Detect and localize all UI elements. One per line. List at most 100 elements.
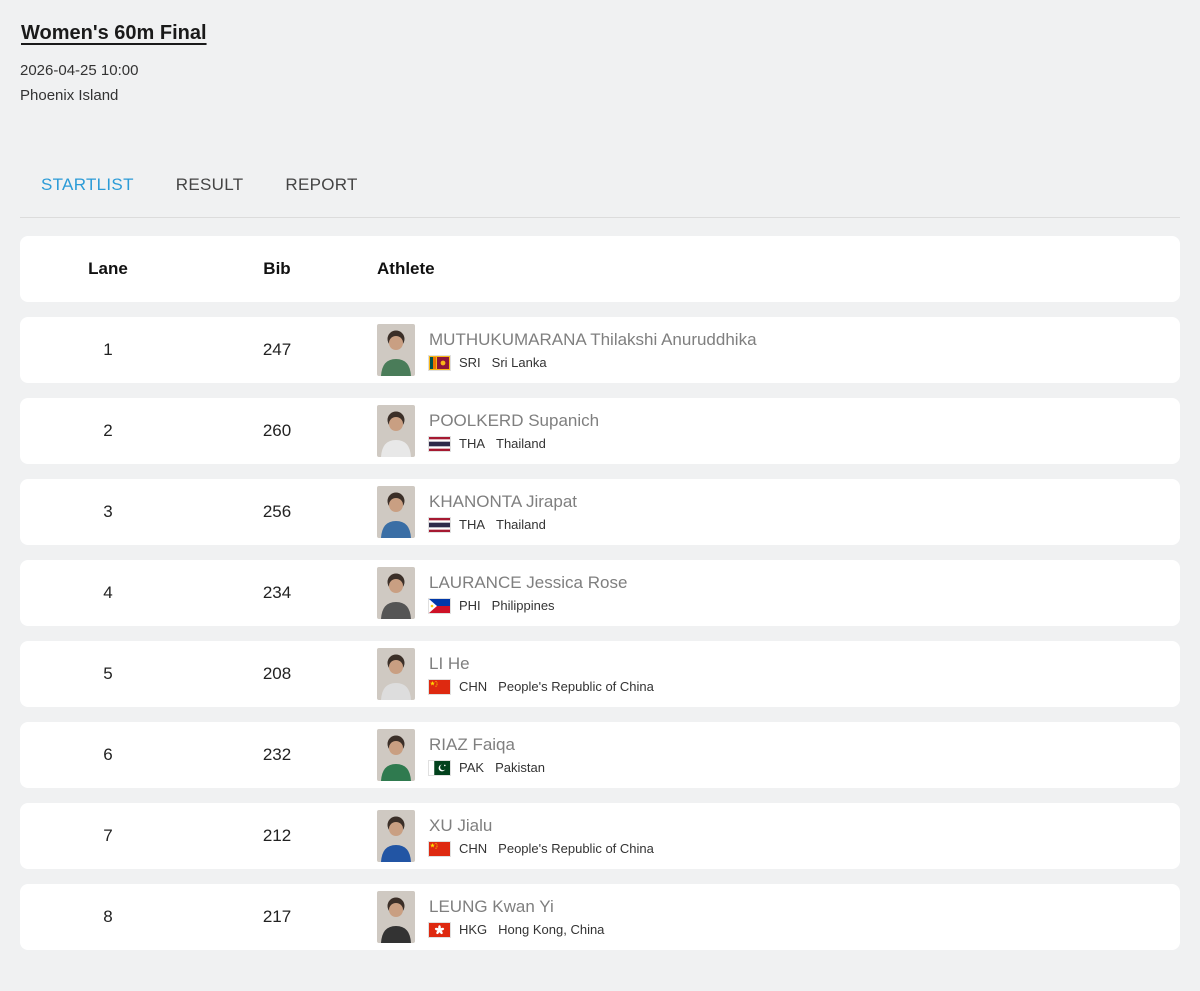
flag-icon-chn: [429, 841, 450, 856]
athlete-name: MUTHUKUMARANA Thilakshi Anuruddhika: [429, 330, 757, 349]
lane-number: 2: [103, 421, 113, 440]
country-name: People's Republic of China: [498, 679, 654, 694]
country-name: People's Republic of China: [498, 841, 654, 856]
noc-code: CHN: [459, 841, 488, 856]
tab-report[interactable]: REPORT: [285, 175, 358, 194]
athlete-photo: [377, 567, 415, 619]
lane-number: 4: [103, 583, 113, 602]
bib-number: 208: [262, 664, 292, 683]
athlete-text: XU Jialu CHN People's Republic of China: [429, 816, 654, 856]
column-header-lane: Lane: [88, 259, 128, 278]
country-name: Thailand: [496, 517, 546, 532]
bib-number: 260: [262, 421, 292, 440]
lane-number: 7: [103, 826, 113, 845]
tab-startlist[interactable]: STARTLIST: [41, 175, 134, 194]
country-name: Thailand: [496, 436, 546, 451]
athlete-name: XU Jialu: [429, 816, 493, 835]
athlete-name: LEUNG Kwan Yi: [429, 897, 554, 916]
country-line: CHN People's Republic of China: [429, 679, 654, 694]
athlete-text: LEUNG Kwan Yi HKG Hong Kong, China: [429, 897, 604, 937]
bib-number: 212: [262, 826, 292, 845]
athlete-name: POOLKERD Supanich: [429, 411, 600, 430]
lane-number: 3: [103, 502, 113, 521]
athlete-cell: RIAZ Faiqa PAK Pakistan: [358, 729, 1180, 781]
athlete-photo: [377, 810, 415, 862]
athlete-cell: POOLKERD Supanich THA Thailand: [358, 405, 1180, 457]
flag-icon-tha: [429, 517, 450, 532]
athlete-text: KHANONTA Jirapat THA Thailand: [429, 492, 577, 532]
table-row[interactable]: 5 208 LI He CHN People's Republic of Chi…: [20, 641, 1180, 707]
athlete-name: LI He: [429, 654, 470, 673]
bib-number: 256: [262, 502, 292, 521]
noc-code: THA: [459, 517, 485, 532]
athlete-text: LAURANCE Jessica Rose PHI Philippines: [429, 573, 627, 613]
country-name: Hong Kong, China: [498, 922, 605, 937]
athlete-text: LI He CHN People's Republic of China: [429, 654, 654, 694]
athlete-name: RIAZ Faiqa: [429, 735, 515, 754]
country-name: Sri Lanka: [491, 355, 547, 370]
athlete-text: MUTHUKUMARANA Thilakshi Anuruddhika SRI …: [429, 330, 757, 370]
athlete-name: LAURANCE Jessica Rose: [429, 573, 628, 592]
event-meta: 2026-04-25 10:00 Phoenix Island: [20, 63, 1180, 103]
athlete-cell: KHANONTA Jirapat THA Thailand: [358, 486, 1180, 538]
country-name: Philippines: [491, 598, 555, 613]
lane-number: 1: [103, 340, 113, 359]
athlete-cell: MUTHUKUMARANA Thilakshi Anuruddhika SRI …: [358, 324, 1180, 376]
table-row[interactable]: 2 260 POOLKERD Supanich THA Thailand: [20, 398, 1180, 464]
country-line: THA Thailand: [429, 517, 577, 532]
noc-code: PAK: [459, 760, 485, 775]
athlete-photo: [377, 891, 415, 943]
flag-icon-hkg: [429, 922, 450, 937]
table-row[interactable]: 7 212 XU Jialu CHN People's Republic of …: [20, 803, 1180, 869]
country-name: Pakistan: [495, 760, 545, 775]
flag-icon-chn: [429, 679, 450, 694]
country-line: PAK Pakistan: [429, 760, 545, 775]
event-venue: Phoenix Island: [20, 87, 119, 104]
bib-number: 217: [262, 907, 292, 926]
lane-number: 6: [103, 745, 113, 764]
tabs: STARTLIST RESULT REPORT: [20, 175, 1180, 218]
athlete-text: RIAZ Faiqa PAK Pakistan: [429, 735, 545, 775]
athlete-text: POOLKERD Supanich THA Thailand: [429, 411, 599, 451]
athlete-cell: LEUNG Kwan Yi HKG Hong Kong, China: [358, 891, 1180, 943]
bib-number: 234: [262, 583, 292, 602]
tab-result[interactable]: RESULT: [175, 175, 244, 194]
table-row[interactable]: 8 217 LEUNG Kwan Yi HKG Hong Kong, China: [20, 884, 1180, 950]
column-header-athlete: Athlete: [377, 259, 435, 278]
athlete-photo: [377, 405, 415, 457]
noc-code: SRI: [459, 355, 481, 370]
table-row[interactable]: 4 234 LAURANCE Jessica Rose PHI Philippi…: [20, 560, 1180, 626]
lane-number: 8: [103, 907, 113, 926]
bib-number: 247: [262, 340, 292, 359]
flag-icon-sri: [429, 355, 450, 370]
lane-number: 5: [103, 664, 113, 683]
page-title: Women's 60m Final: [21, 22, 207, 44]
flag-icon-tha: [429, 436, 450, 451]
country-line: THA Thailand: [429, 436, 599, 451]
startlist-rows: 1 247 MUTHUKUMARANA Thilakshi Anuruddhik…: [20, 317, 1180, 950]
athlete-photo: [377, 324, 415, 376]
athlete-cell: LAURANCE Jessica Rose PHI Philippines: [358, 567, 1180, 619]
table-header: Lane Bib Athlete: [20, 236, 1180, 302]
flag-icon-pak: [429, 760, 450, 775]
noc-code: HKG: [459, 922, 488, 937]
event-datetime: 2026-04-25 10:00: [20, 62, 139, 79]
column-header-bib: Bib: [263, 259, 291, 278]
bib-number: 232: [262, 745, 292, 764]
country-line: HKG Hong Kong, China: [429, 922, 604, 937]
noc-code: THA: [459, 436, 485, 451]
noc-code: PHI: [459, 598, 481, 613]
country-line: CHN People's Republic of China: [429, 841, 654, 856]
country-line: SRI Sri Lanka: [429, 355, 757, 370]
country-line: PHI Philippines: [429, 598, 627, 613]
table-row[interactable]: 3 256 KHANONTA Jirapat THA Thailand: [20, 479, 1180, 545]
athlete-cell: XU Jialu CHN People's Republic of China: [358, 810, 1180, 862]
table-row[interactable]: 6 232 RIAZ Faiqa PAK Pakistan: [20, 722, 1180, 788]
athlete-cell: LI He CHN People's Republic of China: [358, 648, 1180, 700]
athlete-photo: [377, 729, 415, 781]
flag-icon-phi: [429, 598, 450, 613]
athlete-photo: [377, 648, 415, 700]
table-row[interactable]: 1 247 MUTHUKUMARANA Thilakshi Anuruddhik…: [20, 317, 1180, 383]
athlete-name: KHANONTA Jirapat: [429, 492, 578, 511]
